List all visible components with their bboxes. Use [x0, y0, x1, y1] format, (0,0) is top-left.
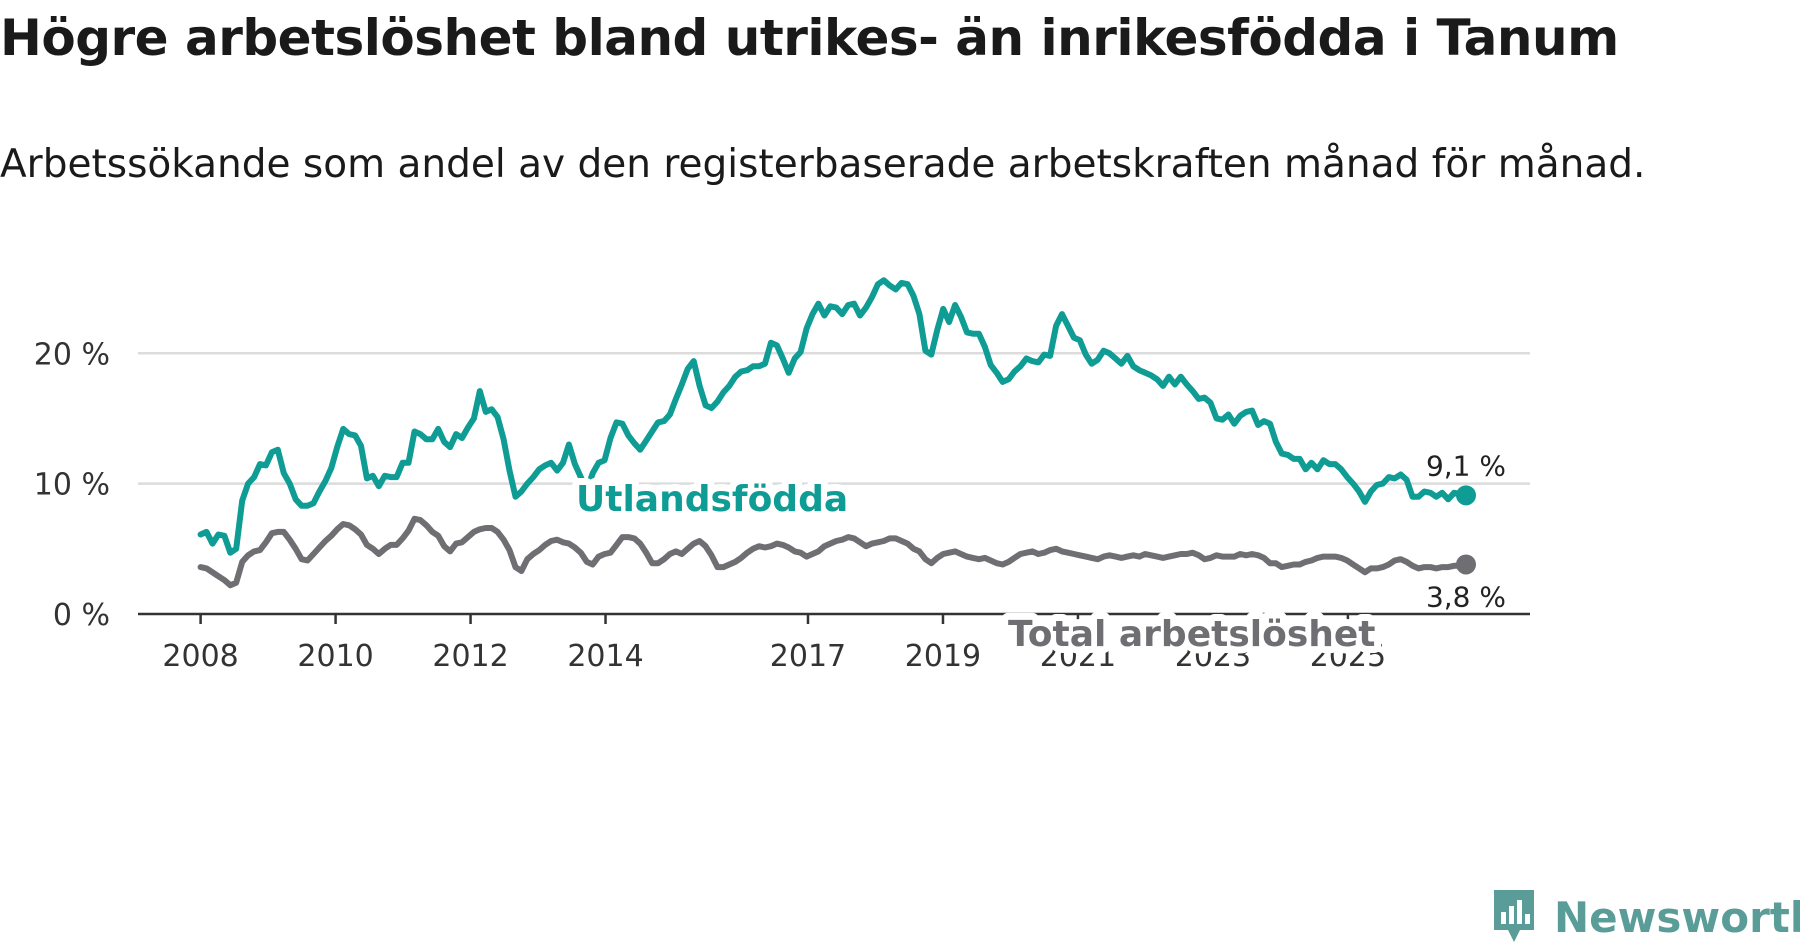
brand-name: Newsworthy — [1554, 892, 1800, 942]
y-tick-label: 10 % — [34, 468, 110, 503]
x-tick-label: 2019 — [905, 639, 981, 674]
newsworthy-logo-icon — [1494, 890, 1534, 942]
total-end-dot — [1456, 554, 1476, 575]
utlandsfodda-line — [197, 277, 1469, 556]
x-tick-label: 2017 — [770, 639, 846, 674]
total-end-label: 3,8 % — [1426, 580, 1506, 613]
x-tick-label: 2021 — [1040, 639, 1116, 674]
y-tick-label: 0 % — [53, 598, 110, 633]
x-tick-label: 2014 — [567, 639, 643, 674]
chart-subtitle: Arbetssökande som andel av den registerb… — [0, 142, 1646, 187]
utlandsfodda-end-label: 9,1 % — [1426, 449, 1506, 482]
chart-title: Högre arbetslöshet bland utrikes- än inr… — [0, 9, 1619, 67]
x-tick-label: 2010 — [297, 639, 373, 674]
x-tick-label: 2008 — [162, 639, 238, 674]
utlandsfodda-series-label: Utlandsfödda — [576, 479, 848, 520]
total-line — [197, 515, 1469, 589]
utlandsfodda-end-dot — [1456, 485, 1476, 506]
x-tick-label: 2025 — [1310, 639, 1386, 674]
y-tick-label: 20 % — [34, 337, 110, 372]
x-tick-label: 2023 — [1175, 639, 1251, 674]
x-tick-label: 2012 — [432, 639, 508, 674]
total-series-label: Total arbetslöshet — [1008, 614, 1376, 655]
newsworthy-brand[interactable]: Newsworthy — [1490, 885, 1800, 949]
